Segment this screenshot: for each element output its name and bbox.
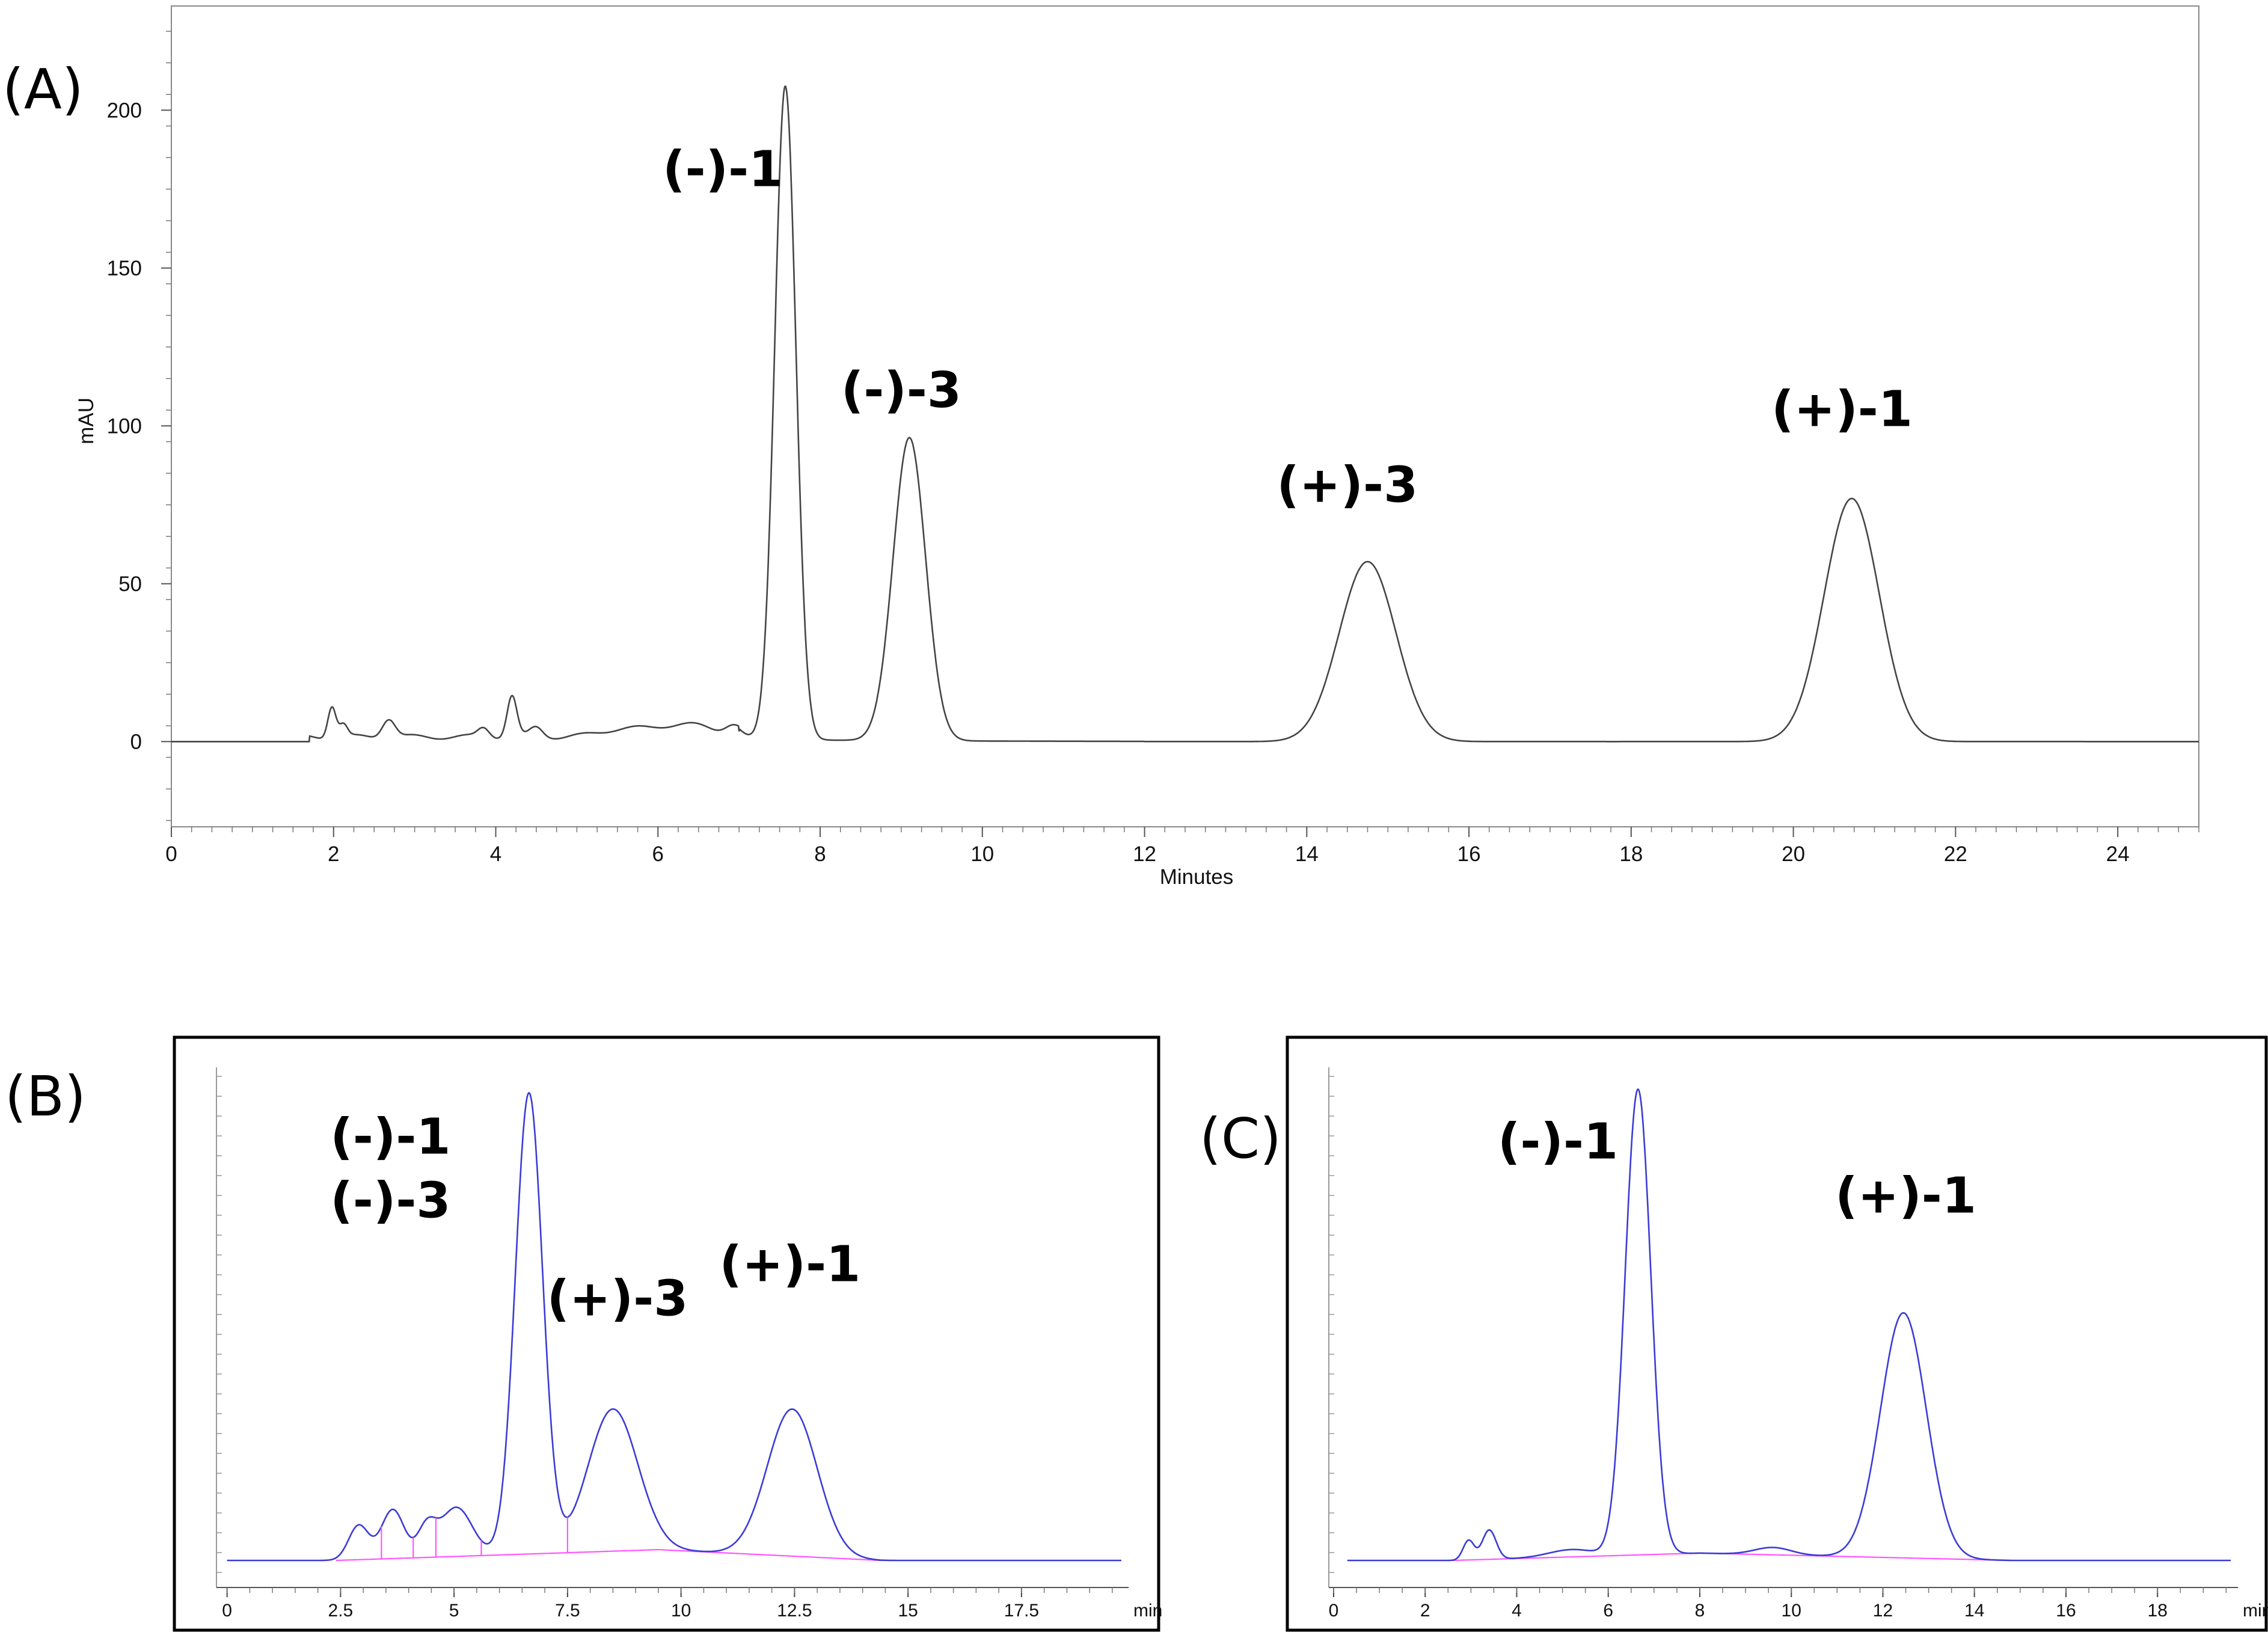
trace-line-b bbox=[227, 1091, 1121, 1562]
trace-line-a bbox=[171, 85, 2199, 743]
panel-frame-b bbox=[173, 1035, 1160, 1632]
peak-labels-c: (-)-1 (+)-1 bbox=[1498, 1114, 1976, 1225]
peak-label-a: (+)-1 bbox=[1771, 381, 1913, 438]
x-axis-title-c: min bbox=[2243, 1601, 2268, 1621]
peak-label-b: (+)-3 bbox=[547, 1271, 688, 1328]
x-tick-label-a: 24 bbox=[2106, 842, 2130, 866]
x-tick-label-b: 15 bbox=[898, 1601, 918, 1621]
x-tick-label-c: 8 bbox=[1695, 1601, 1705, 1621]
x-tick-label-a: 16 bbox=[1457, 842, 1481, 866]
trace-c bbox=[1347, 1088, 2231, 1562]
x-tick-label-a: 4 bbox=[490, 842, 501, 866]
panel-c-label: (C) bbox=[1200, 1106, 1281, 1171]
x-tick-label-c: 6 bbox=[1603, 1601, 1613, 1621]
x-tick-label-a: 20 bbox=[1782, 842, 1805, 866]
x-tick-label-b: 2.5 bbox=[328, 1601, 354, 1621]
trace-b bbox=[227, 1091, 1121, 1562]
x-tick-label-b: 5 bbox=[449, 1601, 459, 1621]
y-tick-label-a: 100 bbox=[107, 414, 142, 438]
peak-label-a: (-)-3 bbox=[841, 362, 961, 419]
x-tick-label-a: 14 bbox=[1295, 842, 1319, 866]
x-tick-label-b: 10 bbox=[671, 1601, 691, 1621]
peak-label-c: (-)-1 bbox=[1498, 1114, 1618, 1171]
peak-label-c: (+)-1 bbox=[1835, 1167, 1976, 1224]
x-tick-label-c: 4 bbox=[1512, 1601, 1522, 1621]
x-tick-label-c: 2 bbox=[1420, 1601, 1430, 1621]
axis-ticks-b: 0 2.5 5 7.5 10 12.5 15 17.5 min bbox=[216, 1067, 1162, 1621]
axis-ticks-c: 0 2 4 6 8 10 12 14 16 18 min bbox=[1328, 1067, 2268, 1621]
x-tick-label-a: 2 bbox=[328, 842, 339, 866]
x-tick-label-c: 16 bbox=[2056, 1601, 2076, 1621]
panel-frame-c bbox=[1286, 1035, 2268, 1632]
y-tick-label-a: 0 bbox=[130, 730, 142, 753]
integration-baseline-b bbox=[336, 1549, 881, 1562]
y-tick-label-a: 200 bbox=[107, 99, 142, 122]
y-tick-label-a: 150 bbox=[107, 257, 142, 280]
x-axis-title-a: Minutes bbox=[1160, 865, 1234, 889]
y-tick-label-a: 50 bbox=[118, 572, 142, 596]
y-axis-title-a: mAU bbox=[75, 397, 98, 444]
x-tick-label-c: 0 bbox=[1329, 1601, 1339, 1621]
peak-label-a: (+)-3 bbox=[1277, 456, 1418, 514]
panel-b-label: (B) bbox=[5, 1064, 86, 1129]
x-tick-label-a: 12 bbox=[1133, 842, 1156, 866]
x-tick-label-a: 8 bbox=[814, 842, 826, 866]
x-tick-label-c: 14 bbox=[1964, 1601, 1984, 1621]
x-tick-label-a: 0 bbox=[165, 842, 177, 866]
integration-baseline-c bbox=[1452, 1552, 2011, 1562]
x-tick-label-b: 17.5 bbox=[1004, 1601, 1039, 1621]
peak-label-a: (-)-1 bbox=[663, 141, 783, 198]
trace-line-c bbox=[1347, 1088, 2231, 1562]
x-tick-label-a: 10 bbox=[970, 842, 994, 866]
peak-labels-b: (-)-1 (-)-3 (+)-3 (+)-1 bbox=[330, 1109, 860, 1328]
peak-label-b: (-)-3 bbox=[330, 1173, 450, 1230]
x-tick-label-a: 22 bbox=[1944, 842, 1967, 866]
x-tick-label-c: 12 bbox=[1873, 1601, 1893, 1621]
x-tick-label-b: 12.5 bbox=[777, 1601, 812, 1621]
x-tick-label-b: 7.5 bbox=[555, 1601, 580, 1621]
chromatogram-b: 0 2.5 5 7.5 10 12.5 15 17.5 min (-)-1(-)-3(+)-3(… bbox=[173, 1035, 1162, 1632]
panel-a-label: (A) bbox=[2, 57, 84, 121]
x-tick-label-a: 6 bbox=[652, 842, 664, 866]
chromatogram-c: 0 2 4 6 8 10 12 14 16 18 min (-)-1 (+)-1 bbox=[1286, 1035, 2268, 1632]
x-tick-label-b: 0 bbox=[222, 1601, 232, 1621]
peak-label-b: (-)-1 bbox=[330, 1109, 450, 1166]
x-axis-title-b: min bbox=[1133, 1601, 1162, 1621]
trace-a bbox=[171, 85, 2199, 743]
x-tick-label-a: 18 bbox=[1619, 842, 1643, 866]
x-tick-label-c: 10 bbox=[1782, 1601, 1801, 1621]
x-tick-label-c: 18 bbox=[2148, 1601, 2168, 1621]
peak-label-b: (+)-1 bbox=[719, 1236, 860, 1293]
peak-labels-a: (-)-1 (-)-3 (+)-3 (+)-1 bbox=[663, 141, 1913, 514]
